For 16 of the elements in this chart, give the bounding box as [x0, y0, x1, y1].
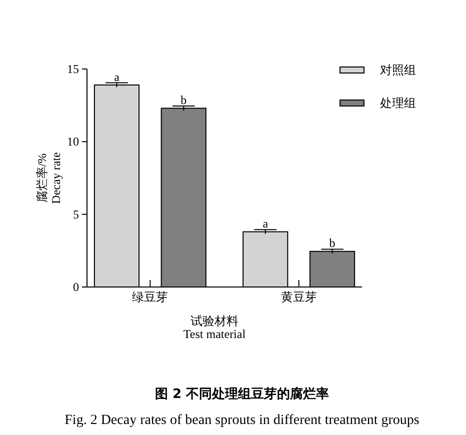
- text: Fig. 2 Decay rates of bean sprouts in different treatment groups: [64, 413, 420, 428]
- y-tick-label: 5: [73, 207, 79, 222]
- y-tick-label: 0: [73, 280, 79, 294]
- y-tick-label: 15: [67, 62, 79, 76]
- annotation: a: [262, 216, 269, 231]
- legend-label: 对照组: [380, 63, 416, 77]
- y-tick-label: 10: [67, 134, 79, 149]
- annotation: a: [114, 70, 120, 84]
- text: 图 2 不同处理组豆芽的腐烂率: [154, 386, 330, 402]
- x-tick-label: 黄豆芽: [280, 290, 317, 304]
- annotation: b: [329, 236, 336, 250]
- annotation: b: [180, 93, 187, 108]
- legend-label: 处理组: [380, 96, 416, 110]
- y-axis-title: 腐烂率/% Decay rate: [35, 152, 63, 204]
- x-tick-label: 绿豆芽: [132, 290, 168, 304]
- x-axis-title: 试验材料 Test material: [183, 314, 246, 341]
